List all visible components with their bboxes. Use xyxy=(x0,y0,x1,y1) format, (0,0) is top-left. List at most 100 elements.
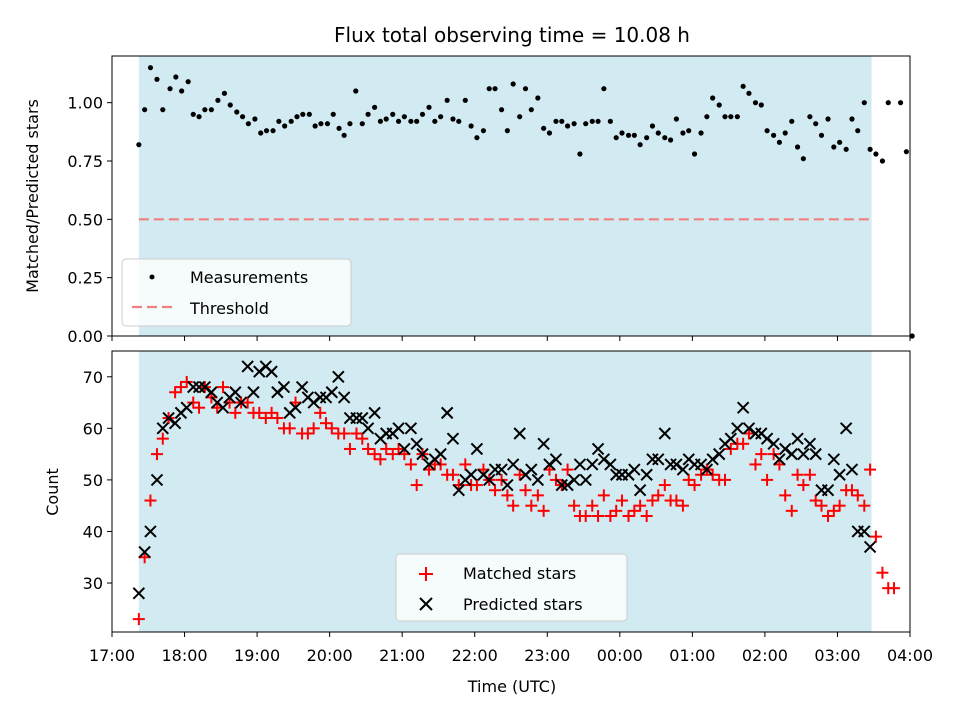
measurement-point xyxy=(324,121,331,127)
measurement-point xyxy=(800,156,806,162)
measurement-point xyxy=(318,121,324,127)
predicted-star-point xyxy=(676,463,690,476)
predicted-star-point xyxy=(531,473,545,487)
measurement-point xyxy=(480,128,487,134)
predicted-star-point xyxy=(591,442,605,456)
matched-star-point xyxy=(779,489,792,502)
measurement-point xyxy=(794,144,801,150)
matched-star-point xyxy=(537,504,550,517)
matched-star-point xyxy=(325,422,338,435)
matched-star-point xyxy=(241,396,254,409)
predicted-star-point xyxy=(440,406,454,420)
bottom-y-axis-ticks: 30 40 50 60 70 xyxy=(83,368,112,593)
bottom-x-axis-ticks: 17:00 18:00 19:00 20:00 21:00 22:00 23:00 00:00… xyxy=(89,632,933,665)
measurement-point xyxy=(270,128,276,134)
matched-star-point xyxy=(622,509,635,522)
matched-star-point xyxy=(180,375,193,388)
measurement-point xyxy=(377,118,384,124)
predicted-star-point xyxy=(809,447,822,461)
bottom-legend-box xyxy=(395,553,628,622)
predicted-star-point xyxy=(470,442,484,456)
measurement-point xyxy=(239,114,246,120)
matched-star-point xyxy=(216,381,229,394)
predicted-star-point xyxy=(216,401,230,414)
bottom-legend: Matched stars Predicted stars xyxy=(395,553,628,622)
measurement-point xyxy=(595,118,601,124)
matched-star-point xyxy=(845,484,858,497)
predicted-star-point xyxy=(664,458,677,471)
chart-title: Flux total observing time = 10.08 h xyxy=(334,23,690,47)
measurement-point xyxy=(649,123,656,129)
matched-star-point xyxy=(761,473,774,486)
predicted-star-point xyxy=(180,401,193,414)
predicted-star-point xyxy=(646,453,659,466)
measurement-point xyxy=(510,81,516,87)
measurement-point xyxy=(432,118,438,124)
predicted-star-point xyxy=(452,484,465,497)
predicted-star-point xyxy=(289,401,302,414)
matched-star-point xyxy=(271,412,284,425)
x-tick-label: 00:00 xyxy=(597,646,643,665)
predicted-star-point xyxy=(144,525,157,538)
matched-star-point xyxy=(791,468,804,481)
predicted-star-point xyxy=(356,411,369,425)
measurement-point xyxy=(771,132,777,138)
matched-star-point xyxy=(676,499,689,512)
legend-measurement-marker xyxy=(149,274,155,280)
matched-star-point xyxy=(737,437,750,450)
predicted-star-point xyxy=(501,478,514,492)
matched-star-point xyxy=(356,432,369,445)
x-tick-label: 23:00 xyxy=(524,646,570,665)
measurement-point xyxy=(631,132,637,138)
matched-star-point xyxy=(132,613,145,626)
bottom-y-tick-label: 30 xyxy=(83,574,103,593)
predicted-star-point xyxy=(350,411,363,425)
measurement-point xyxy=(528,107,534,113)
measurement-point xyxy=(849,116,855,122)
matched-star-point xyxy=(320,417,333,430)
measurement-point xyxy=(522,86,529,92)
matched-star-point xyxy=(513,468,526,481)
matched-star-point xyxy=(470,479,483,492)
predicted-star-point xyxy=(132,587,146,600)
top-y-axis-label: Matched/Predicted stars xyxy=(23,99,42,293)
matched-star-point xyxy=(592,509,605,522)
measurement-point xyxy=(825,116,831,122)
x-tick-label: 17:00 xyxy=(89,646,135,665)
predicted-star-point xyxy=(628,463,641,476)
matched-star-point xyxy=(307,422,320,435)
matched-star-point xyxy=(187,396,200,409)
matched-star-point xyxy=(815,499,828,512)
predicted-star-point xyxy=(767,437,780,451)
predicted-star-points xyxy=(132,360,877,600)
measurement-point xyxy=(419,111,426,117)
measurement-point xyxy=(813,121,819,127)
measurement-point xyxy=(546,130,553,136)
predicted-star-point xyxy=(652,453,665,466)
predicted-star-point xyxy=(416,447,429,461)
predicted-star-point xyxy=(604,458,617,471)
predicted-star-point xyxy=(325,386,339,399)
measurement-point xyxy=(147,65,154,71)
matched-star-point xyxy=(350,427,363,440)
measurement-point xyxy=(577,151,583,157)
matched-star-point xyxy=(374,453,387,466)
measurement-point xyxy=(662,135,668,141)
measurement-point xyxy=(909,333,915,339)
top-y-tick-label: 0.50 xyxy=(67,210,103,229)
predicted-star-point xyxy=(392,422,405,435)
top-x-axis-ticks xyxy=(111,336,911,341)
predicted-star-point xyxy=(277,380,291,394)
matched-star-point xyxy=(525,499,538,512)
measurement-point xyxy=(698,130,704,136)
predicted-star-point xyxy=(513,427,526,440)
matched-star-point xyxy=(646,494,659,507)
predicted-star-point xyxy=(138,545,151,559)
predicted-star-point xyxy=(773,453,786,466)
measurement-point xyxy=(215,97,221,103)
measurement-point xyxy=(136,142,142,148)
predicted-star-point xyxy=(827,453,841,466)
measurement-point xyxy=(691,151,698,157)
predicted-star-point xyxy=(525,463,538,476)
predicted-star-point xyxy=(839,422,853,435)
